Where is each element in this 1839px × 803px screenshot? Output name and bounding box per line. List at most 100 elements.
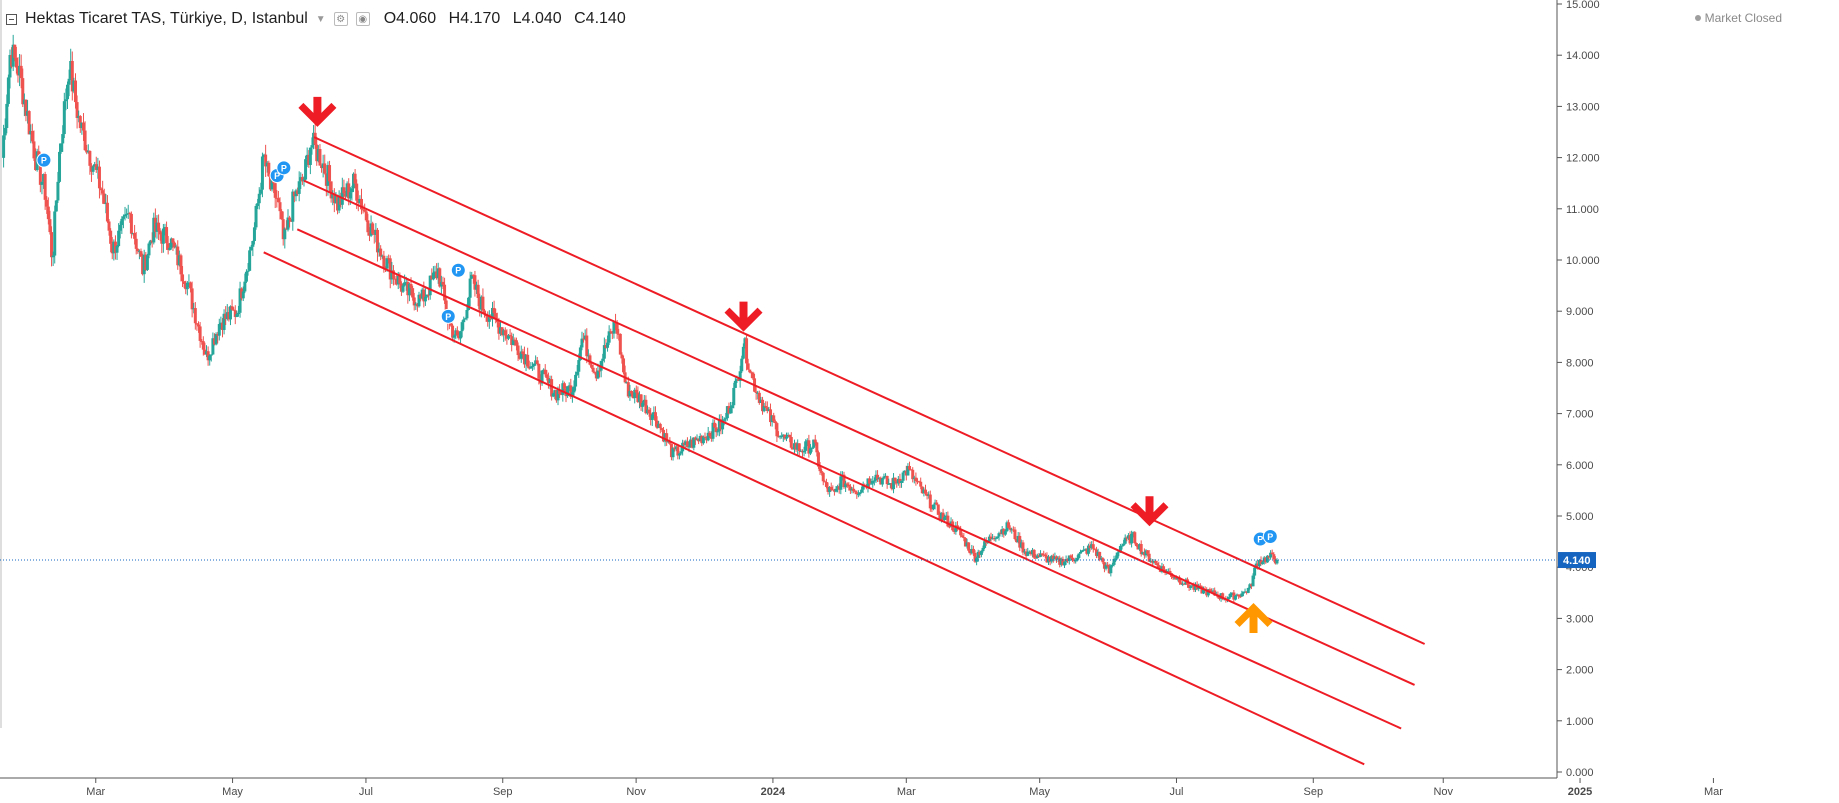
candle-body [1115, 552, 1119, 559]
candle-body [27, 111, 31, 135]
candle-body [323, 163, 327, 174]
candle-body [1152, 560, 1156, 563]
candle-body [638, 394, 641, 403]
candle-body [666, 441, 670, 443]
candle-body [492, 307, 496, 314]
market-status: Market Closed [1694, 11, 1782, 25]
candle-body [813, 439, 817, 443]
candle-body [286, 217, 290, 230]
candle-body [890, 483, 894, 490]
candle-body [465, 309, 469, 319]
dividend-marker-icon[interactable] [440, 308, 456, 324]
dividend-marker-icon[interactable] [450, 262, 466, 278]
candle-body [97, 166, 101, 189]
candle-body [3, 127, 7, 136]
candle-body [729, 407, 733, 414]
y-tick-label: 11.000 [1566, 204, 1599, 216]
candle-body [372, 233, 376, 235]
candle-body [251, 241, 255, 247]
candle-body [307, 154, 311, 165]
candle-body [1248, 584, 1252, 588]
candle-body [1233, 595, 1237, 600]
candle-body [792, 443, 796, 450]
candle-body [874, 474, 878, 481]
candle-body [976, 551, 980, 558]
x-tick-label: Nov [626, 786, 646, 798]
collapse-icon[interactable] [6, 13, 17, 25]
candle-body [706, 432, 710, 441]
candle-body [884, 475, 888, 477]
channel-line[interactable] [313, 136, 1426, 645]
symbol-title[interactable]: Hektas Ticaret TAS, Türkiye, D, Istanbul [25, 10, 308, 27]
y-tick-label: 10.000 [1566, 255, 1600, 267]
candle-body [853, 491, 857, 493]
candle-body [240, 288, 244, 299]
candle-body [671, 447, 675, 458]
candle-body [265, 162, 269, 167]
candle-body [665, 433, 669, 442]
eye-icon[interactable]: ◉ [355, 12, 370, 26]
candle-body [609, 331, 613, 333]
candle-body [179, 255, 183, 275]
candle-body [580, 338, 584, 348]
channel-line[interactable] [263, 251, 1365, 766]
candle-body [625, 382, 629, 384]
candle-body [574, 374, 578, 387]
candle-body [288, 217, 292, 220]
candle-body [532, 363, 536, 367]
candle-body [149, 240, 153, 244]
candle-body [91, 166, 95, 172]
candle-body [415, 303, 419, 307]
candle-body [995, 536, 999, 539]
dividend-marker-icon[interactable] [36, 152, 52, 168]
candle-body [318, 149, 322, 166]
candle-body [764, 405, 768, 408]
candle-body [1230, 592, 1234, 594]
candle-body [975, 557, 979, 562]
candle-body [332, 193, 336, 204]
settings-icon[interactable]: ⚙ [333, 12, 348, 26]
ohlc-readout: O4.060 H4.170 L4.040 C4.140 [384, 10, 634, 28]
candle-body [775, 423, 779, 437]
candle-body [181, 274, 185, 282]
candle-body [741, 346, 745, 359]
candle-body [273, 183, 277, 198]
candle-body [1217, 597, 1221, 599]
channel-line[interactable] [296, 228, 1402, 730]
candle-body [473, 275, 477, 290]
dividend-marker-icon[interactable] [276, 160, 292, 176]
candle-body [1168, 570, 1172, 574]
chevron-down-icon[interactable]: ▼ [315, 13, 326, 25]
candle-body [427, 294, 431, 296]
candle-body [193, 308, 197, 324]
candle-body [784, 436, 788, 439]
candle-body [422, 289, 426, 302]
candle-body [257, 193, 261, 204]
candle-body [177, 255, 181, 266]
candle-body [816, 452, 820, 467]
candle-body [860, 489, 864, 493]
candle-body [778, 436, 782, 438]
candle-body [687, 446, 691, 448]
candle-body [369, 223, 373, 236]
candle-body [256, 203, 260, 206]
x-tick-label: Sep [493, 786, 513, 798]
candle-body [19, 65, 23, 79]
candle-body [639, 394, 643, 407]
channel-line[interactable] [303, 179, 1415, 686]
candle-body [58, 151, 62, 182]
candle-body [430, 275, 434, 280]
candle-body [997, 533, 1001, 537]
candle-body [352, 173, 356, 189]
candle-body [789, 436, 793, 448]
candle-body [1251, 575, 1255, 587]
candle-body [994, 538, 998, 540]
dividend-marker-icon[interactable] [1262, 528, 1278, 544]
candle-body [13, 44, 17, 58]
candle-body [150, 240, 154, 243]
candle-body [37, 151, 41, 157]
candle-body [955, 525, 959, 528]
candle-body [125, 213, 129, 215]
